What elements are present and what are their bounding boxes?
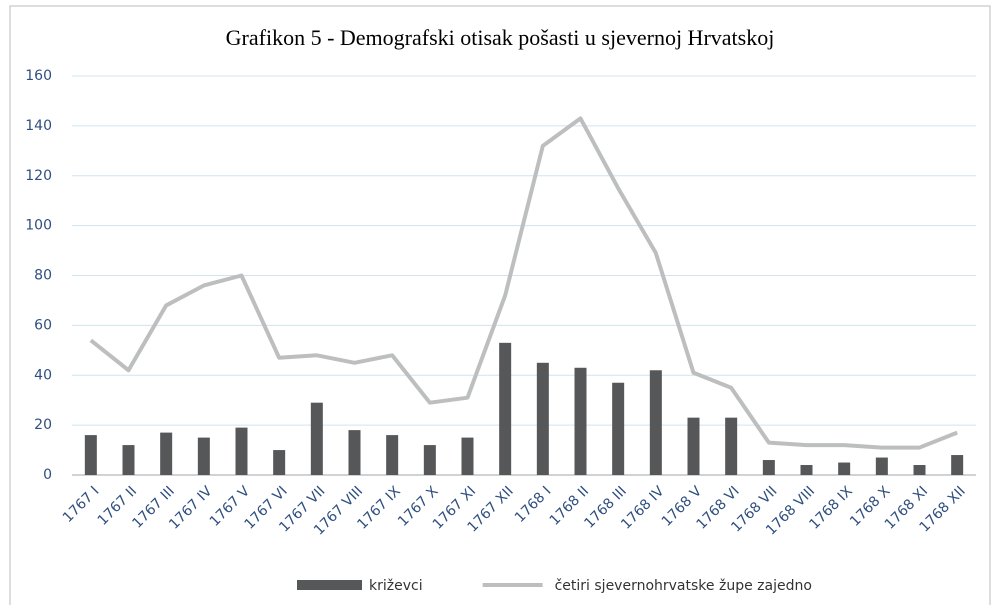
bar [235, 427, 248, 475]
bar [386, 435, 399, 475]
bar [310, 402, 323, 475]
bar [725, 417, 738, 475]
bar [273, 450, 286, 475]
bar [499, 342, 512, 475]
legend-swatch [297, 580, 362, 590]
bar [348, 430, 361, 475]
bar [536, 362, 549, 475]
y-tick-label: 80 [34, 268, 52, 284]
legend: križevci četiri sjevernohrvatske župe zaj… [297, 578, 812, 594]
bar [800, 465, 813, 475]
bar [612, 382, 625, 475]
bar [838, 462, 851, 475]
bar [160, 432, 173, 475]
bar [197, 437, 210, 475]
line [89, 116, 958, 450]
legend-label: četiri sjevernohrvatske župe zajedno [555, 578, 812, 594]
y-tick-label: 20 [34, 417, 52, 433]
bar [84, 435, 97, 475]
bar [122, 445, 135, 475]
bar [762, 460, 775, 475]
bar [574, 367, 587, 475]
y-tick-label: 60 [34, 317, 52, 333]
legend-label: križevci [369, 578, 423, 594]
chart-title: Grafikon 5 - Demografski otisak pošasti … [226, 25, 775, 50]
bar [461, 437, 474, 475]
bar [687, 417, 700, 475]
bar [951, 455, 964, 475]
y-tick-label: 120 [25, 168, 52, 184]
bar [423, 445, 436, 475]
bar [649, 370, 662, 475]
y-tick-label: 160 [25, 68, 52, 84]
y-tick-label: 40 [34, 367, 52, 383]
y-tick-label: 100 [25, 218, 52, 234]
y-tick-label: 140 [25, 118, 52, 134]
y-tick-label: 0 [43, 467, 52, 483]
bar [913, 465, 926, 475]
bar [875, 457, 888, 475]
